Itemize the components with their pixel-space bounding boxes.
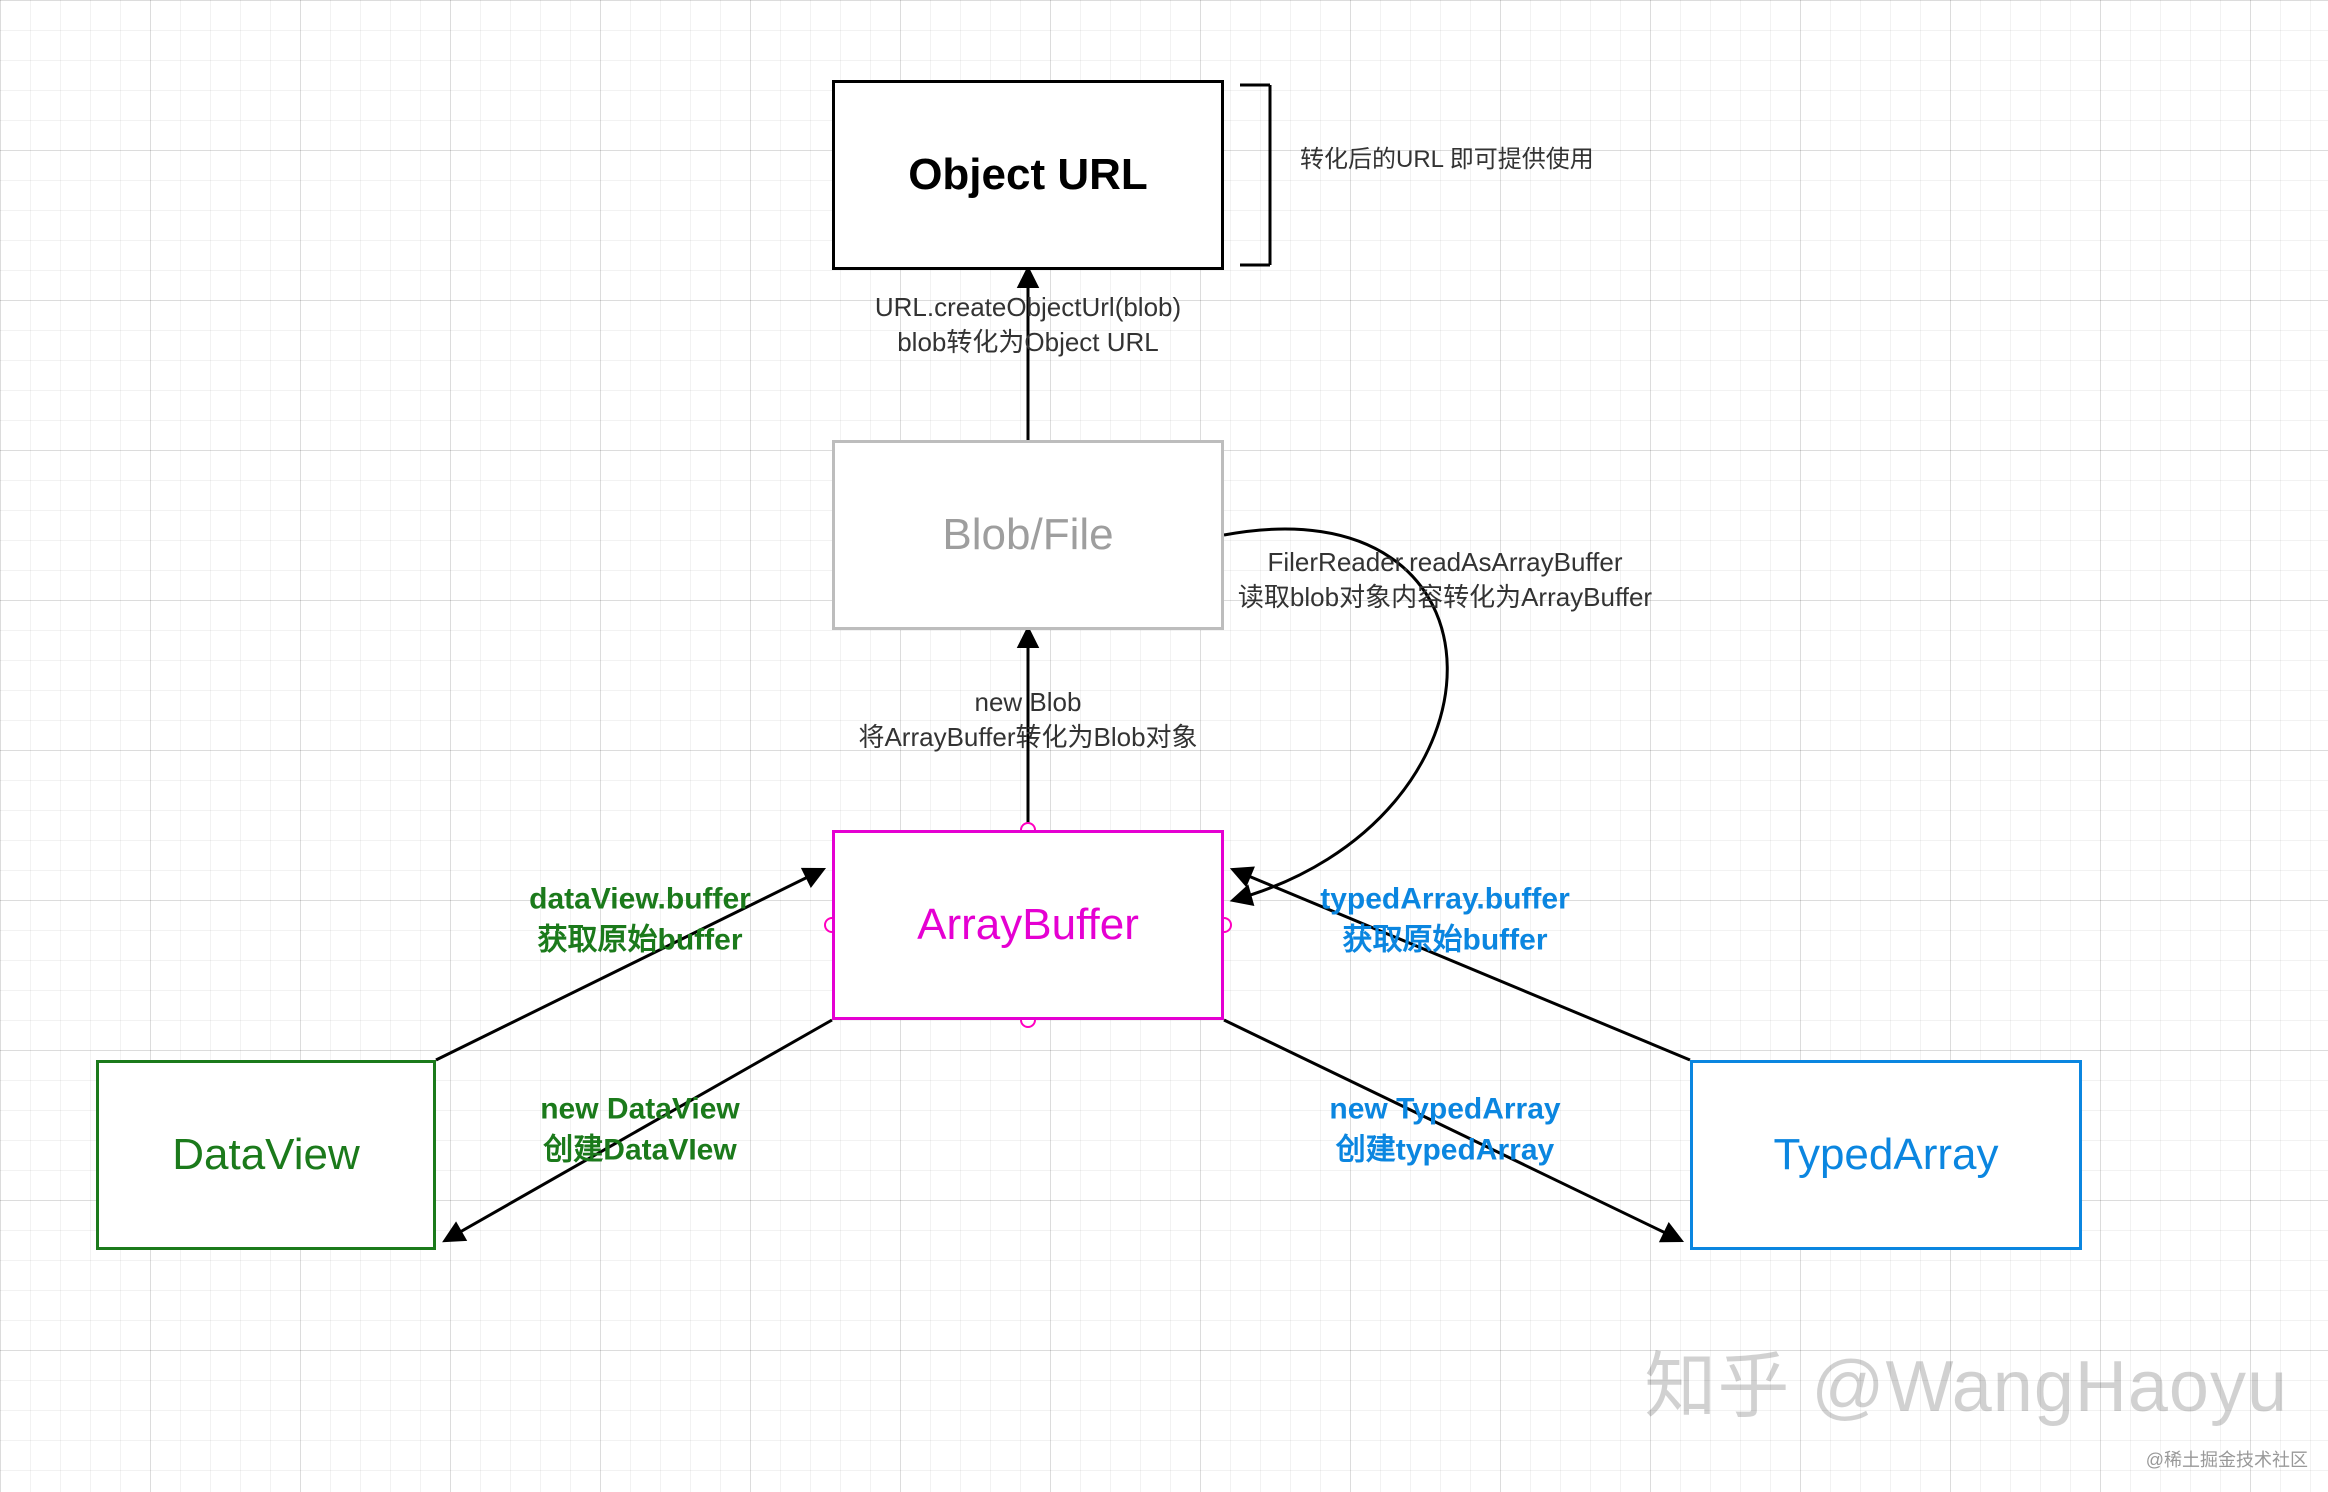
edge-label-blob-to-url: URL.createObjectUrl(blob) blob转化为Object … <box>875 290 1181 360</box>
edge-label-dv-to-ab: dataView.buffer 获取原始buffer <box>529 880 751 961</box>
edge-label-line: 创建DataVIew <box>540 1130 740 1171</box>
node-label: ArrayBuffer <box>917 900 1139 950</box>
edge-label-blob-to-ab: FilerReader.readAsArrayBuffer 读取blob对象内容… <box>1238 545 1652 615</box>
annotation-bracket-note: 转化后的URL 即可提供使用 <box>1300 144 1594 176</box>
edge-label-ab-to-ta: new TypedArray 创建typedArray <box>1329 1090 1560 1171</box>
edge-label-line: 读取blob对象内容转化为ArrayBuffer <box>1238 580 1652 615</box>
edge-label-line: 获取原始buffer <box>529 920 751 961</box>
edge-label-line: dataView.buffer <box>529 880 751 921</box>
edge-label-line: URL.createObjectUrl(blob) <box>875 290 1181 325</box>
node-object-url: Object URL <box>832 80 1224 270</box>
edge-label-ab-to-dv: new DataView 创建DataVIew <box>540 1090 740 1171</box>
edge-label-line: blob转化为Object URL <box>875 325 1181 360</box>
edge-label-line: FilerReader.readAsArrayBuffer <box>1238 545 1652 580</box>
node-label: Blob/File <box>942 510 1113 560</box>
edge-label-line: 创建typedArray <box>1329 1130 1560 1171</box>
edge-label-ta-to-ab: typedArray.buffer 获取原始buffer <box>1320 880 1570 961</box>
node-dataview: DataView <box>96 1060 436 1250</box>
node-blob-file: Blob/File <box>832 440 1224 630</box>
node-label: TypedArray <box>1774 1130 1999 1180</box>
edge-label-line: 将ArrayBuffer转化为Blob对象 <box>858 720 1197 755</box>
node-label: DataView <box>172 1130 360 1180</box>
edge-label-line: typedArray.buffer <box>1320 880 1570 921</box>
watermark: 知乎 @WangHaoyu <box>1644 1327 2288 1432</box>
credit: @稀土掘金技术社区 <box>2146 1446 2308 1472</box>
node-arraybuffer: ArrayBuffer <box>832 830 1224 1020</box>
edge-label-line: 获取原始buffer <box>1320 920 1570 961</box>
edge-label-line: new TypedArray <box>1329 1090 1560 1131</box>
edge-label-line: new DataView <box>540 1090 740 1131</box>
node-typedarray: TypedArray <box>1690 1060 2082 1250</box>
edge-label-ab-to-blob: new Blob 将ArrayBuffer转化为Blob对象 <box>858 685 1197 755</box>
edge-label-line: new Blob <box>858 685 1197 720</box>
annotation-line: 转化后的URL 即可提供使用 <box>1300 144 1594 176</box>
node-label: Object URL <box>908 150 1148 200</box>
